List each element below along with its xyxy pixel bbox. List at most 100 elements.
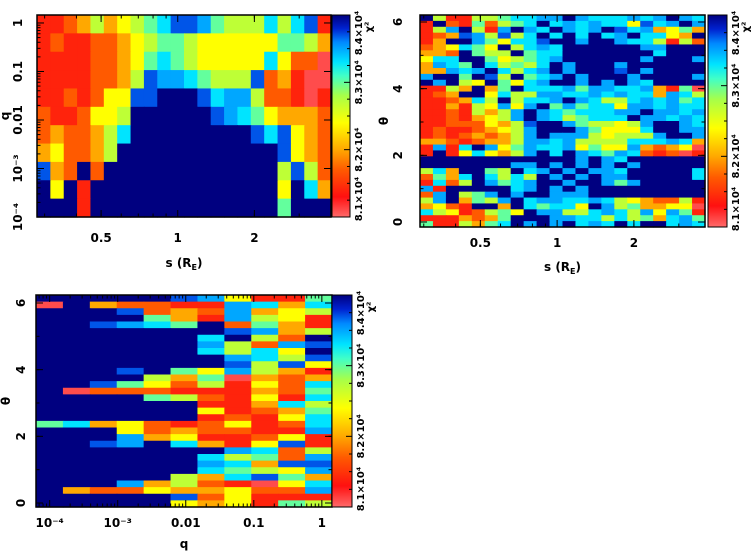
heatmap-cell [627, 79, 641, 87]
heatmap-cell [471, 109, 486, 116]
heatmap-cell [536, 203, 551, 210]
heatmap-cell [278, 434, 306, 442]
heatmap-cell [445, 97, 460, 104]
heatmap-cell [116, 467, 145, 475]
heatmap-cell [445, 79, 460, 87]
heatmap-cell [250, 161, 265, 181]
heatmap-cell [317, 106, 332, 126]
heatmap-cell [432, 191, 447, 199]
heatmap-cell [588, 20, 602, 28]
heatmap-cell [420, 38, 434, 46]
heatmap-cell [536, 15, 551, 22]
heatmap-cell [458, 209, 473, 216]
heatmap-cell [510, 191, 525, 199]
heatmap-cell [62, 434, 91, 442]
heatmap-cell [627, 203, 641, 210]
heatmap-cell [278, 367, 306, 376]
heatmap-cell [653, 126, 667, 134]
heatmap-cell [317, 51, 332, 71]
heatmap-cell [601, 215, 615, 222]
heatmap-cell [536, 109, 551, 116]
heatmap-cell [62, 295, 91, 303]
heatmap-cell [653, 168, 667, 175]
y-axis-title: θ [377, 117, 391, 125]
heatmap-cell [653, 138, 667, 146]
heatmap-cell [116, 460, 145, 468]
heatmap-cell [653, 15, 667, 22]
heatmap-cell [614, 73, 628, 81]
heatmap-cell [640, 197, 654, 205]
heatmap-cell [562, 121, 577, 128]
heatmap-cell [197, 334, 225, 342]
heatmap-cell [497, 85, 512, 93]
heatmap-cell [278, 308, 306, 316]
heatmap-cell [497, 97, 512, 104]
heatmap-cell [143, 341, 172, 349]
heatmap-cell [575, 68, 589, 75]
heatmap-cell [116, 341, 145, 349]
heatmap-cell [89, 387, 118, 395]
heatmap-cell [117, 198, 132, 218]
heatmap-cell [536, 20, 551, 28]
heatmap-cell [536, 144, 551, 152]
heatmap-cell [89, 420, 118, 429]
heatmap-cell [679, 174, 693, 181]
heatmap-cell [277, 125, 292, 145]
heatmap-cell [62, 407, 91, 415]
heatmap-cell [601, 144, 615, 152]
heatmap-cell [305, 334, 333, 342]
heatmap-cell [458, 62, 473, 69]
heatmap-cell [62, 348, 91, 356]
heatmap-cell [653, 79, 667, 87]
heatmap-cell [536, 44, 551, 51]
heatmap-cell [692, 62, 706, 69]
heatmap-cell [62, 427, 91, 435]
heatmap-cell [679, 156, 693, 163]
heatmap-cell [627, 56, 641, 63]
heatmap-cell [251, 387, 279, 395]
heatmap-cell [497, 174, 512, 181]
heatmap-cell [575, 62, 589, 69]
heatmap-cell [562, 50, 577, 57]
heatmap-cell [184, 51, 198, 71]
heatmap-cell [277, 70, 292, 90]
heatmap-cell [614, 103, 628, 110]
heatmap-cell [575, 91, 589, 99]
heatmap-cell [420, 91, 434, 99]
x-axis-title-main: q [180, 537, 189, 551]
heatmap-cell [614, 168, 628, 175]
heatmap-cell [640, 138, 654, 146]
heatmap-cell [640, 44, 654, 51]
heatmap-cell [653, 174, 667, 181]
heatmap-cell [601, 174, 615, 181]
heatmap-cell [170, 341, 199, 349]
heatmap-cell [614, 115, 628, 122]
heatmap-cell [549, 156, 564, 163]
heatmap-cell [523, 215, 538, 222]
heatmap-cell [575, 191, 589, 199]
heatmap-cell [497, 15, 512, 22]
heatmap-cell [549, 121, 564, 128]
heatmap-cell [116, 440, 145, 448]
heatmap-cell [640, 185, 654, 193]
heatmap-cell [117, 88, 132, 108]
heatmap-cell [420, 103, 434, 110]
heatmap-cell [445, 162, 460, 169]
heatmap-cell [471, 168, 486, 175]
heatmap-cell [640, 132, 654, 140]
heatmap-cell [575, 185, 589, 193]
heatmap-cell [666, 174, 680, 181]
heatmap-cell [317, 88, 332, 108]
heatmap-cell [170, 70, 185, 90]
heatmap-cell [653, 150, 667, 157]
heatmap-cell [653, 197, 667, 205]
heatmap-cell [601, 73, 615, 81]
heatmap-cell [627, 26, 641, 34]
heatmap-cell [549, 197, 564, 205]
heatmap-cell [170, 348, 199, 356]
heatmap-cell [420, 79, 434, 87]
heatmap-cell [197, 454, 225, 462]
heatmap-cell [278, 454, 306, 462]
heatmap-cell [432, 38, 447, 46]
heatmap-cell [63, 15, 78, 34]
